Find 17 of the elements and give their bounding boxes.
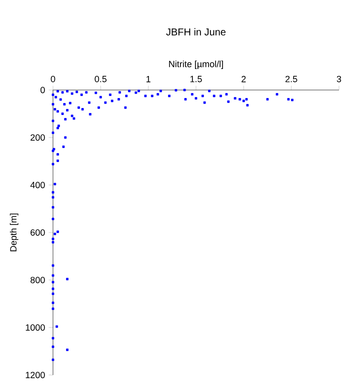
x-tick-label: 1.5 — [190, 76, 202, 82]
y-axis-title: Depth [m] — [10, 214, 18, 252]
y-tick-label: 200 — [30, 134, 45, 141]
y-tick-label: 1200 — [26, 372, 45, 378]
y-tick-label: 1000 — [26, 324, 45, 331]
y-tick-label: 800 — [30, 276, 45, 284]
x-tick-label: 2 — [242, 76, 246, 82]
x-tick-label: 2.5 — [286, 76, 298, 82]
y-tick-label: 600 — [30, 229, 45, 236]
x-axis-title: Nitrite [µmol/l] — [169, 60, 223, 69]
y-tick-label: 0 — [40, 86, 45, 94]
y-tick-label: 400 — [30, 182, 45, 188]
x-tick-label: 0.5 — [94, 76, 107, 82]
chart-title: JBFH in June — [166, 28, 226, 36]
x-tick-label: 3 — [336, 76, 342, 82]
x-tick-label: 1 — [146, 76, 150, 82]
x-tick-label: 0 — [50, 76, 56, 82]
